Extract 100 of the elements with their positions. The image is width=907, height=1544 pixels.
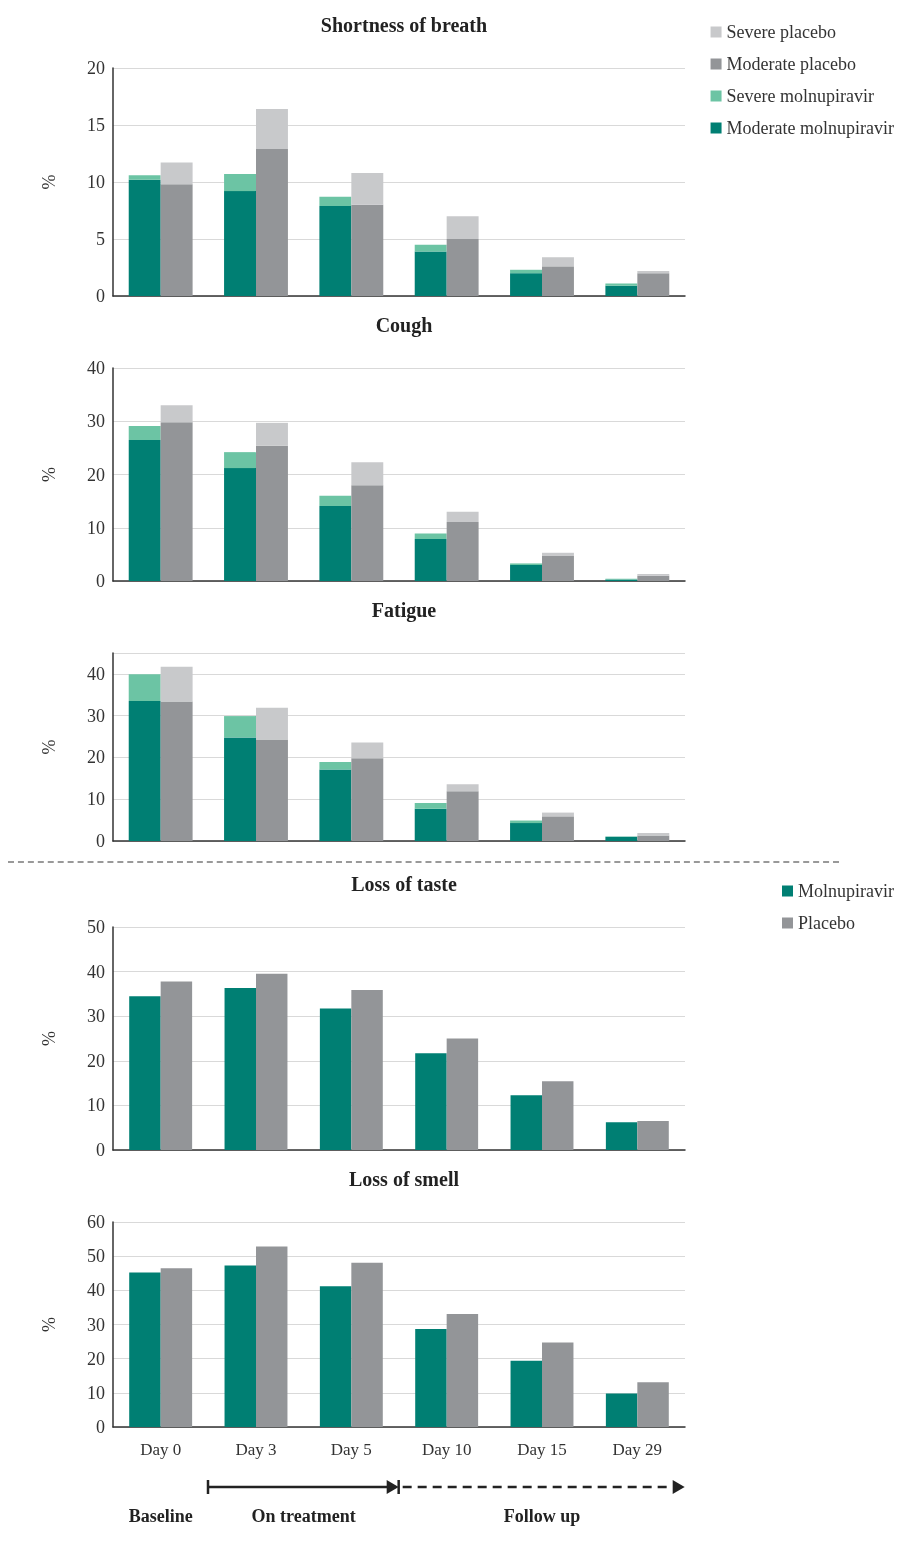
bar bbox=[224, 737, 256, 841]
bar bbox=[319, 769, 352, 841]
chart-title: Loss of taste bbox=[351, 873, 457, 895]
bar bbox=[128, 439, 161, 581]
y-axis-title: % bbox=[39, 1317, 59, 1332]
y-tick-label: 30 bbox=[87, 411, 105, 432]
bar bbox=[415, 1053, 447, 1150]
bar bbox=[319, 505, 352, 581]
bar bbox=[510, 1095, 542, 1150]
y-tick-label: 40 bbox=[87, 961, 105, 982]
y-tick-label: 20 bbox=[87, 1050, 105, 1071]
bar bbox=[542, 555, 574, 581]
bar bbox=[319, 762, 352, 770]
x-tick-label: Day 10 bbox=[421, 1440, 472, 1459]
bar bbox=[510, 565, 542, 581]
bar bbox=[256, 707, 288, 740]
bar bbox=[605, 285, 638, 296]
bar bbox=[605, 1393, 638, 1427]
bar bbox=[319, 1286, 352, 1427]
bar bbox=[414, 538, 447, 581]
bar bbox=[446, 511, 479, 522]
bar bbox=[319, 1008, 352, 1150]
legend-label: Severe placebo bbox=[726, 22, 836, 42]
bar bbox=[224, 988, 256, 1150]
bar bbox=[256, 1246, 288, 1427]
bar bbox=[414, 533, 447, 539]
bar bbox=[256, 973, 288, 1150]
bar bbox=[160, 701, 193, 841]
bar bbox=[351, 989, 383, 1150]
y-tick-label: 20 bbox=[87, 58, 105, 78]
bar bbox=[542, 1342, 574, 1427]
bar bbox=[446, 239, 479, 296]
bar bbox=[542, 266, 574, 296]
legend-label: Moderate placebo bbox=[726, 54, 856, 74]
y-tick-label: 0 bbox=[96, 831, 105, 851]
bar bbox=[224, 468, 256, 581]
bar bbox=[224, 716, 256, 738]
bar bbox=[637, 575, 670, 581]
chart-title: Cough bbox=[375, 314, 433, 337]
y-axis-title: % bbox=[39, 1031, 59, 1046]
bar bbox=[414, 802, 447, 809]
y-axis-title: % bbox=[39, 467, 59, 482]
bar bbox=[129, 1272, 161, 1427]
x-tick-label: Day 5 bbox=[330, 1440, 372, 1459]
bar bbox=[414, 808, 447, 841]
bar bbox=[446, 521, 479, 581]
bar bbox=[224, 1265, 256, 1427]
bar bbox=[224, 452, 256, 469]
bar bbox=[510, 823, 542, 841]
bar bbox=[542, 552, 574, 556]
bar bbox=[224, 174, 256, 192]
x-tick-label: Day 3 bbox=[235, 1440, 277, 1459]
chart-title: Loss of smell bbox=[349, 1168, 460, 1190]
y-tick-label: 50 bbox=[87, 1246, 105, 1267]
bar bbox=[160, 1268, 193, 1427]
y-tick-label: 0 bbox=[96, 286, 105, 306]
y-tick-label: 0 bbox=[96, 571, 105, 591]
y-tick-label: 10 bbox=[87, 517, 105, 538]
bar bbox=[160, 184, 193, 296]
bar bbox=[256, 739, 288, 841]
y-tick-label: 40 bbox=[87, 358, 105, 378]
bar bbox=[256, 445, 288, 581]
x-tick-label: Day 15 bbox=[517, 1440, 567, 1459]
y-axis-title: % bbox=[39, 739, 59, 755]
bar bbox=[446, 784, 479, 792]
bar bbox=[510, 1360, 542, 1427]
bar bbox=[414, 251, 447, 296]
bar bbox=[637, 1121, 669, 1150]
bar bbox=[319, 205, 352, 296]
bar bbox=[160, 981, 193, 1150]
bar bbox=[160, 405, 193, 423]
legend-label: Severe molnupiravir bbox=[726, 86, 875, 106]
bar bbox=[446, 216, 479, 239]
text: Baseline bbox=[128, 1506, 193, 1527]
y-tick-label: 30 bbox=[87, 1314, 105, 1335]
y-tick-label: 10 bbox=[87, 789, 105, 810]
bar bbox=[637, 835, 670, 841]
y-tick-label: 15 bbox=[87, 115, 105, 135]
bar bbox=[415, 1328, 447, 1427]
bar bbox=[351, 204, 384, 296]
legend-label: Moderate molnupiravir bbox=[726, 118, 895, 138]
y-axis-title: % bbox=[39, 174, 59, 190]
bar bbox=[128, 674, 161, 702]
y-tick-label: 20 bbox=[87, 1348, 105, 1369]
text: Follow up bbox=[503, 1506, 581, 1527]
legend-label: Placebo bbox=[798, 913, 855, 933]
bar bbox=[351, 742, 384, 759]
y-tick-label: 50 bbox=[87, 917, 105, 937]
bar bbox=[160, 666, 193, 702]
bar bbox=[446, 1313, 479, 1427]
y-tick-label: 5 bbox=[96, 229, 105, 249]
bar bbox=[542, 257, 574, 267]
y-tick-label: 0 bbox=[96, 1140, 105, 1160]
x-tick-label: Day 29 bbox=[612, 1440, 663, 1459]
y-tick-label: 30 bbox=[87, 1006, 105, 1027]
bar bbox=[637, 1382, 669, 1427]
y-tick-label: 40 bbox=[87, 663, 105, 684]
chart-title: Shortness of breath bbox=[320, 14, 488, 36]
bar bbox=[128, 426, 161, 440]
bar bbox=[637, 833, 670, 836]
